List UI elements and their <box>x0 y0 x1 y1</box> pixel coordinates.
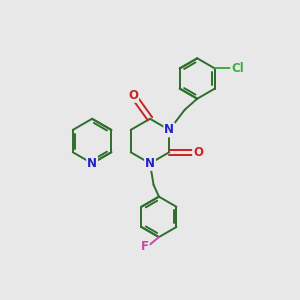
Text: O: O <box>193 146 203 159</box>
Text: N: N <box>164 123 174 136</box>
Text: F: F <box>141 239 148 253</box>
Text: Cl: Cl <box>231 62 244 75</box>
Text: N: N <box>87 157 97 170</box>
Text: N: N <box>145 157 155 170</box>
Text: O: O <box>128 89 138 102</box>
